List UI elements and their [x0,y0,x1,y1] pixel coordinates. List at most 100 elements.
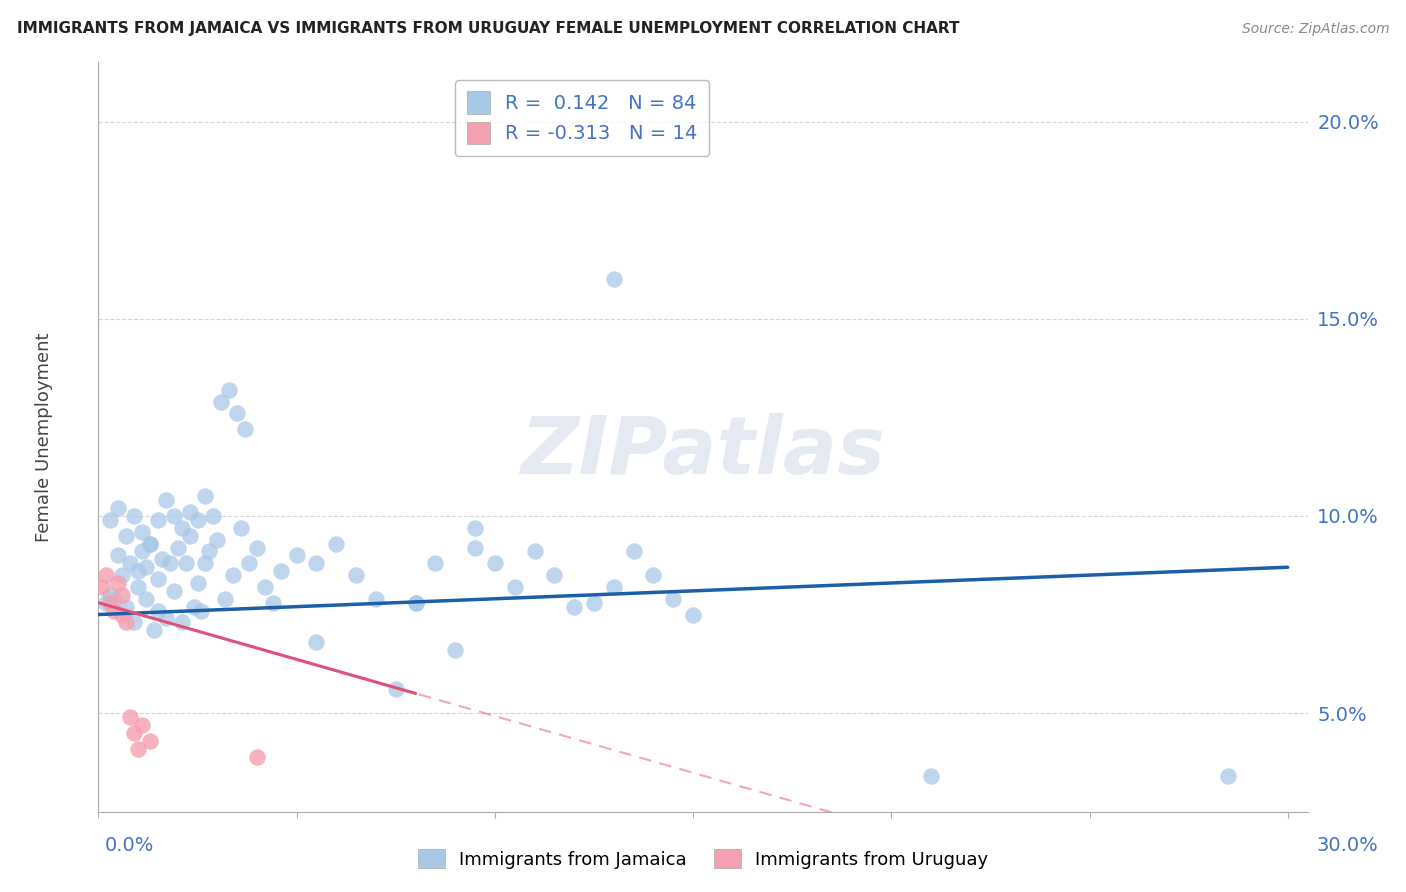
Point [194,556,217,570]
Point [305,635,328,649]
Point [643,568,665,582]
Point [305,556,328,570]
Point [159,556,181,570]
Point [464,521,486,535]
Point [107,549,129,563]
Point [115,599,138,614]
Point [131,718,153,732]
Point [190,604,212,618]
Point [603,272,626,286]
Point [233,422,256,436]
Text: ZIPatlas: ZIPatlas [520,413,886,491]
Point [91,580,114,594]
Text: Female Unemployment: Female Unemployment [35,333,53,541]
Point [186,513,208,527]
Point [384,682,406,697]
Point [325,536,347,550]
Point [523,544,546,558]
Point [202,508,225,523]
Legend: Immigrants from Jamaica, Immigrants from Uruguay: Immigrants from Jamaica, Immigrants from… [411,842,995,876]
Point [562,599,585,614]
Point [122,726,145,740]
Point [270,564,292,578]
Point [139,536,162,550]
Point [103,591,125,606]
Point [115,615,138,630]
Point [98,596,121,610]
Point [503,580,526,594]
Point [98,513,121,527]
Point [179,529,201,543]
Point [198,544,221,558]
Point [603,580,626,594]
Point [222,568,245,582]
Point [174,556,197,570]
Point [285,549,308,563]
Point [166,541,188,555]
Text: 30.0%: 30.0% [1316,836,1378,855]
Point [122,615,145,630]
Point [139,536,162,550]
Point [107,576,129,591]
Point [111,568,134,582]
Point [405,596,427,610]
Point [146,572,169,586]
Point [444,643,467,657]
Point [405,596,427,610]
Point [231,521,253,535]
Point [120,556,142,570]
Point [155,493,177,508]
Point [344,568,367,582]
Point [135,560,157,574]
Point [131,524,153,539]
Point [209,394,232,409]
Point [920,769,942,783]
Point [163,508,186,523]
Point [179,505,201,519]
Point [155,611,177,625]
Point [1218,769,1240,783]
Point [246,541,269,555]
Point [194,489,217,503]
Legend: R =  0.142   N = 84, R = -0.313   N = 14: R = 0.142 N = 84, R = -0.313 N = 14 [456,79,709,156]
Point [96,596,118,610]
Point [207,533,229,547]
Point [218,383,240,397]
Point [246,749,269,764]
Text: 0.0%: 0.0% [104,836,155,855]
Point [214,591,236,606]
Point [146,604,169,618]
Point [364,591,387,606]
Point [103,604,125,618]
Point [131,544,153,558]
Point [127,564,149,578]
Point [139,733,162,747]
Point [170,521,193,535]
Point [107,501,129,516]
Point [122,508,145,523]
Point [186,576,208,591]
Point [464,541,486,555]
Point [582,596,605,610]
Point [262,596,284,610]
Point [253,580,276,594]
Point [142,624,165,638]
Point [150,552,173,566]
Text: IMMIGRANTS FROM JAMAICA VS IMMIGRANTS FROM URUGUAY FEMALE UNEMPLOYMENT CORRELATI: IMMIGRANTS FROM JAMAICA VS IMMIGRANTS FR… [17,21,959,36]
Point [115,529,138,543]
Point [226,406,249,420]
Point [98,588,121,602]
Point [111,588,134,602]
Point [183,599,205,614]
Point [170,615,193,630]
Point [682,607,704,622]
Text: Source: ZipAtlas.com: Source: ZipAtlas.com [1241,21,1389,36]
Point [135,591,157,606]
Point [120,710,142,724]
Point [484,556,506,570]
Point [543,568,565,582]
Point [623,544,645,558]
Point [662,591,685,606]
Point [111,607,134,622]
Point [127,741,149,756]
